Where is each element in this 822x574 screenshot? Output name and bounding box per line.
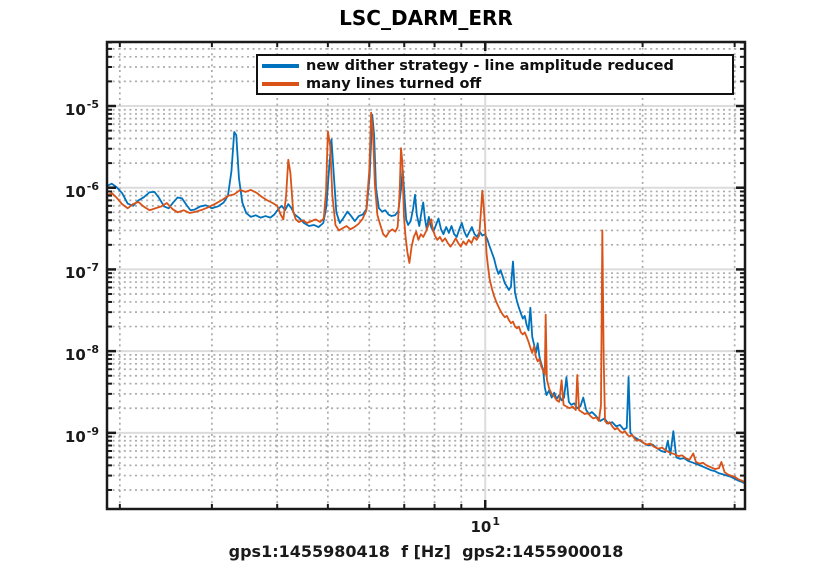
legend-label: many lines turned off xyxy=(306,76,482,92)
y-axis-tick-label: 10-5 xyxy=(64,97,99,119)
x-axis-tick-label: 101 xyxy=(470,515,500,536)
legend-line-sample-orange xyxy=(262,82,299,86)
legend: new dither strategy - line amplitude red… xyxy=(256,54,734,95)
y-axis-tick-label: 10-8 xyxy=(64,343,99,365)
legend-line-sample-blue xyxy=(262,64,299,68)
legend-entry: new dither strategy - line amplitude red… xyxy=(262,57,728,75)
x-axis-label: gps1:1455980418 f [Hz] gps2:1455900018 xyxy=(228,542,624,561)
y-axis-tick-label: 10-6 xyxy=(64,179,99,201)
y-axis-tick-label: 10-9 xyxy=(64,424,99,446)
plot-title: LSC_DARM_ERR xyxy=(339,6,513,30)
legend-entry: many lines turned off xyxy=(262,75,728,93)
y-axis-tick-label: 10-7 xyxy=(64,261,99,283)
legend-label: new dither strategy - line amplitude red… xyxy=(306,58,674,74)
